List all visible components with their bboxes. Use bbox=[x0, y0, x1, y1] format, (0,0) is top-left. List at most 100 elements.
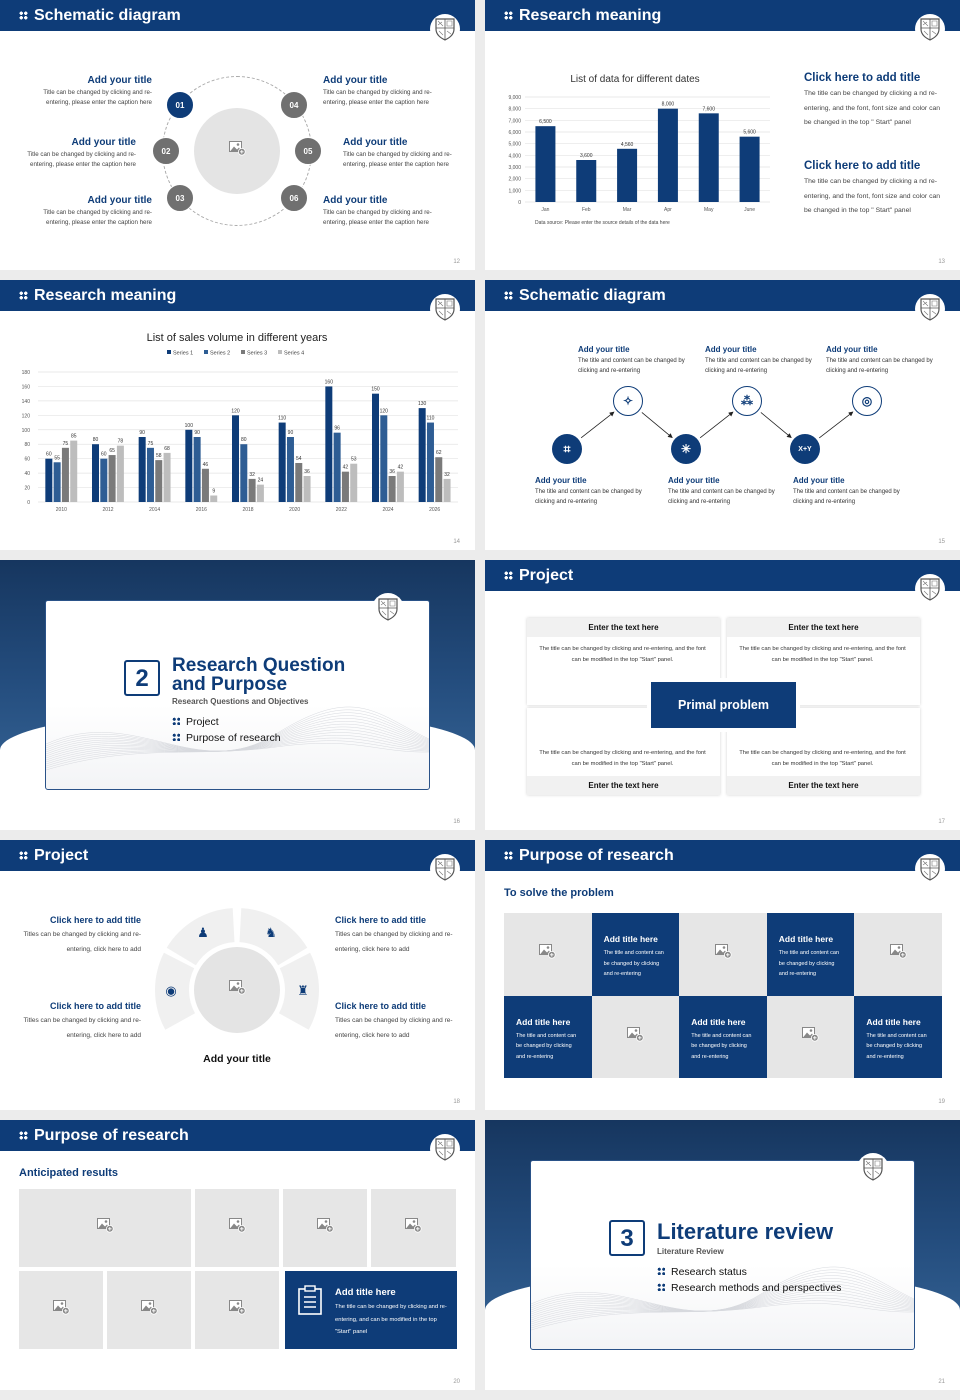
bar bbox=[303, 476, 311, 502]
bar-value-label: 6,500 bbox=[539, 119, 552, 125]
step-text: Add your title The title and content can … bbox=[535, 476, 655, 507]
block-title: Click here to add title bbox=[804, 72, 921, 84]
image-add-icon bbox=[52, 1300, 70, 1320]
bar-value-label: 160 bbox=[325, 379, 334, 385]
slide-header: Research meaning bbox=[485, 0, 960, 31]
bar bbox=[388, 476, 396, 502]
number-circle: 05 bbox=[294, 137, 322, 165]
item-title: Click here to add title bbox=[49, 915, 141, 925]
image-placeholder[interactable] bbox=[283, 1189, 367, 1267]
section-link[interactable]: Project bbox=[172, 716, 422, 728]
box-title: Enter the text here bbox=[527, 776, 720, 795]
bar-value-label: 68 bbox=[164, 446, 170, 452]
wave-line bbox=[46, 712, 429, 752]
step-text-body: The title and content can be changed by … bbox=[793, 489, 900, 505]
image-placeholder[interactable] bbox=[194, 947, 280, 1033]
university-crest-logo bbox=[915, 854, 945, 884]
bar bbox=[418, 408, 426, 502]
item-title: Add your title bbox=[87, 195, 152, 206]
image-placeholder[interactable] bbox=[195, 1271, 279, 1349]
arrow-connector bbox=[760, 412, 792, 439]
bar-value-label: 110 bbox=[426, 416, 434, 422]
image-placeholder[interactable] bbox=[679, 913, 768, 996]
header-bullet-icon bbox=[504, 291, 513, 300]
image-placeholder[interactable] bbox=[854, 913, 943, 996]
bar bbox=[350, 463, 358, 502]
card-text: The title and content can be changed by … bbox=[691, 1032, 752, 1060]
bar-value-label: 24 bbox=[258, 478, 264, 484]
section-link-label: Research methods and perspectives bbox=[671, 1282, 842, 1294]
page-number: 19 bbox=[938, 1099, 945, 1105]
step-text-body: The title and content can be changed by … bbox=[826, 358, 933, 374]
image-placeholder[interactable] bbox=[504, 913, 592, 996]
image-placeholder[interactable] bbox=[194, 108, 280, 194]
text-item: Add your title Title can be changed by cl… bbox=[343, 137, 463, 170]
image-placeholder[interactable] bbox=[19, 1271, 103, 1349]
bar bbox=[698, 113, 719, 202]
bullet-icon bbox=[657, 1283, 665, 1291]
hub-step-circle: ✳ bbox=[671, 434, 701, 464]
step-text-body: The title and content can be changed by … bbox=[535, 489, 642, 505]
item-title: Add your title bbox=[343, 137, 408, 148]
y-tick-label: 0 bbox=[518, 200, 521, 206]
image-placeholder[interactable] bbox=[107, 1271, 191, 1349]
bar-value-label: 46 bbox=[203, 462, 209, 468]
bar bbox=[155, 460, 163, 502]
step-title: Add your title bbox=[668, 476, 720, 485]
bar-value-label: 78 bbox=[118, 439, 124, 445]
image-add-icon bbox=[539, 944, 557, 964]
bar bbox=[372, 393, 379, 502]
wave-line bbox=[46, 709, 429, 752]
x-tick-label: 2020 bbox=[289, 507, 300, 513]
y-tick-label: 8,000 bbox=[508, 107, 521, 113]
card-title: Add title here bbox=[778, 934, 834, 944]
university-crest-logo bbox=[430, 14, 460, 44]
arrow-connector bbox=[699, 411, 734, 439]
section-subtitle: To solve the problem bbox=[504, 887, 614, 899]
slide-20: Purpose of research Anticipated results Ad… bbox=[0, 1120, 475, 1390]
image-add-icon bbox=[228, 141, 246, 161]
bar bbox=[185, 429, 193, 502]
image-placeholder[interactable] bbox=[766, 995, 855, 1078]
slide-21: 3 Literature review Literature Review Resea… bbox=[485, 1120, 960, 1390]
image-placeholder[interactable] bbox=[591, 995, 680, 1078]
bar-value-label: 75 bbox=[63, 441, 69, 447]
clipboard-icon bbox=[298, 1285, 322, 1320]
wave-line bbox=[46, 726, 429, 759]
x-tick-label: 2012 bbox=[102, 507, 113, 513]
slide-header: Research meaning bbox=[0, 280, 475, 311]
section-link[interactable]: Research status bbox=[657, 1266, 907, 1278]
text-box: Enter the text here The title can be chan… bbox=[727, 708, 920, 795]
chart-title: List of sales volume in different years bbox=[147, 332, 328, 344]
y-tick-label: 4,000 bbox=[508, 153, 521, 159]
bar-value-label: 36 bbox=[304, 469, 310, 475]
section-link[interactable]: Purpose of research bbox=[172, 732, 422, 744]
image-placeholder[interactable] bbox=[19, 1189, 191, 1267]
image-placeholder[interactable] bbox=[371, 1189, 456, 1267]
bar bbox=[163, 452, 171, 502]
wave-line bbox=[531, 1266, 914, 1312]
university-crest-logo bbox=[915, 14, 945, 44]
bar bbox=[617, 148, 638, 202]
section-link[interactable]: Research methods and perspectives bbox=[657, 1282, 907, 1294]
legend-swatch bbox=[204, 350, 208, 354]
slide-title: Purpose of research bbox=[519, 847, 674, 864]
text-block: Click here to add title The title can be … bbox=[804, 160, 944, 219]
page-number: 21 bbox=[938, 1379, 945, 1385]
slide-15: Schematic diagram ⌗ Add your title The titl… bbox=[485, 280, 960, 550]
item-title: Click here to add title bbox=[49, 1001, 141, 1011]
network-nodes-step-circle: ⌗ bbox=[552, 434, 582, 464]
card-text: The title and content can be changed by … bbox=[866, 1032, 927, 1060]
item-text: Title can be changed by clicking and re-… bbox=[43, 209, 152, 226]
university-crest-logo bbox=[430, 854, 460, 884]
page-number: 16 bbox=[453, 819, 460, 825]
bar-value-label: 80 bbox=[241, 437, 247, 443]
y-tick-label: 120 bbox=[22, 413, 31, 419]
bar-value-label: 85 bbox=[71, 434, 77, 440]
image-placeholder[interactable] bbox=[195, 1189, 279, 1267]
box-text: The title can be changed by clicking and… bbox=[739, 750, 906, 767]
bar bbox=[576, 160, 597, 202]
y-tick-label: 2,000 bbox=[508, 177, 521, 183]
bar-value-label: 3,600 bbox=[580, 153, 593, 159]
hub-icon: ✳ bbox=[680, 442, 692, 456]
